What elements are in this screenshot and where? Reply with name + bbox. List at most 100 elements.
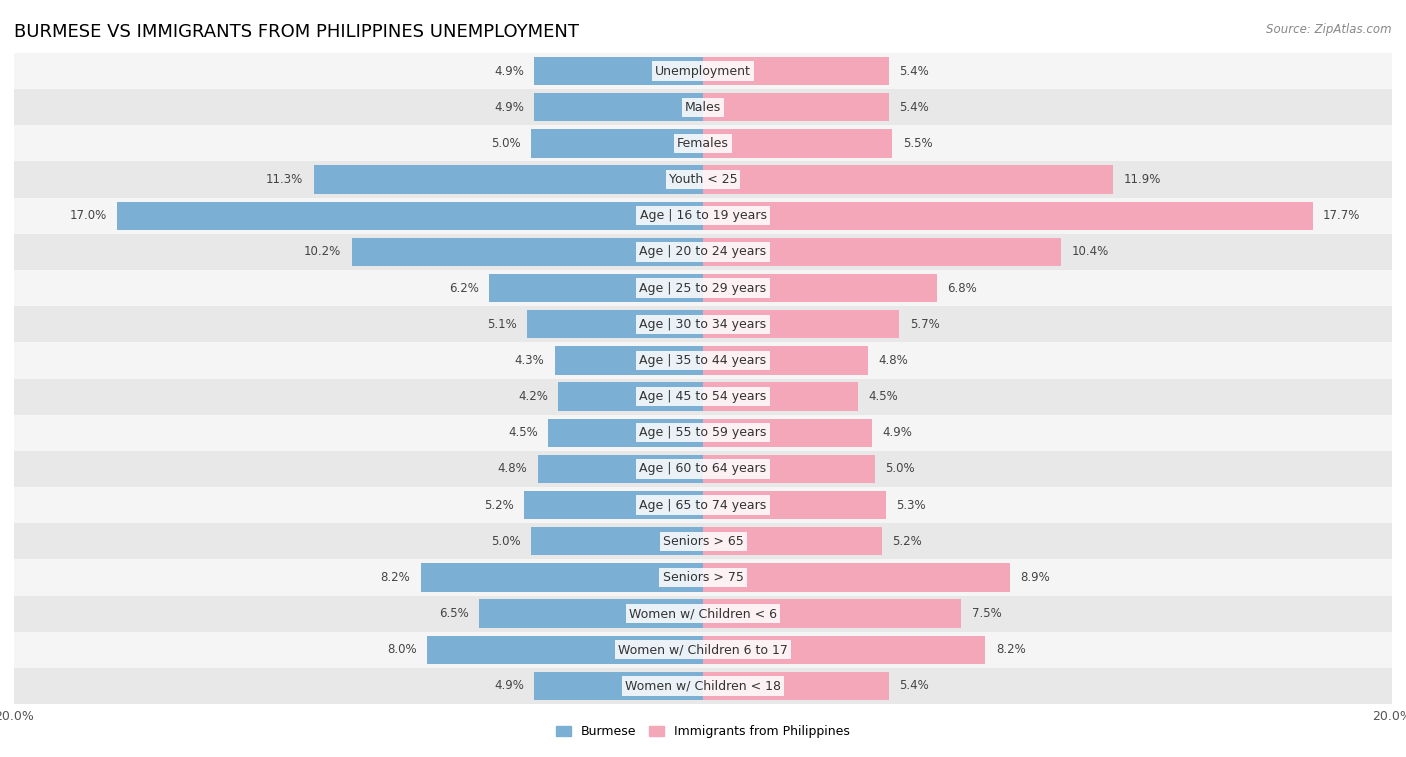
Bar	[14, 487, 1392, 523]
Text: 5.0%: 5.0%	[886, 463, 915, 475]
Text: Age | 35 to 44 years: Age | 35 to 44 years	[640, 354, 766, 367]
Text: 17.0%: 17.0%	[70, 209, 107, 223]
Bar	[534, 671, 703, 700]
Text: 4.8%: 4.8%	[879, 354, 908, 367]
Bar	[703, 129, 893, 157]
Bar	[534, 93, 703, 121]
Text: Age | 45 to 54 years: Age | 45 to 54 years	[640, 390, 766, 403]
Text: 5.5%: 5.5%	[903, 137, 932, 150]
Bar	[703, 346, 869, 375]
Bar	[14, 668, 1392, 704]
Text: 5.4%: 5.4%	[900, 101, 929, 114]
Bar	[117, 201, 703, 230]
Text: 5.3%: 5.3%	[896, 499, 925, 512]
Text: 4.2%: 4.2%	[519, 390, 548, 403]
Bar	[14, 306, 1392, 342]
Bar	[14, 198, 1392, 234]
Text: BURMESE VS IMMIGRANTS FROM PHILIPPINES UNEMPLOYMENT: BURMESE VS IMMIGRANTS FROM PHILIPPINES U…	[14, 23, 579, 41]
Bar	[531, 527, 703, 556]
Text: 5.0%: 5.0%	[491, 534, 520, 548]
Text: Age | 16 to 19 years: Age | 16 to 19 years	[640, 209, 766, 223]
Bar	[703, 419, 872, 447]
Text: 6.2%: 6.2%	[450, 282, 479, 294]
Text: 4.5%: 4.5%	[869, 390, 898, 403]
Bar	[14, 53, 1392, 89]
Bar	[548, 419, 703, 447]
Bar	[527, 310, 703, 338]
Bar	[14, 234, 1392, 270]
Text: Seniors > 75: Seniors > 75	[662, 571, 744, 584]
Bar	[314, 166, 703, 194]
Bar	[14, 451, 1392, 487]
Text: Women w/ Children < 6: Women w/ Children < 6	[628, 607, 778, 620]
Bar	[703, 563, 1010, 591]
Text: Age | 55 to 59 years: Age | 55 to 59 years	[640, 426, 766, 439]
Text: 4.8%: 4.8%	[498, 463, 527, 475]
Text: Source: ZipAtlas.com: Source: ZipAtlas.com	[1267, 23, 1392, 36]
Text: 5.4%: 5.4%	[900, 64, 929, 77]
Text: 8.0%: 8.0%	[388, 643, 418, 656]
Bar	[703, 238, 1062, 266]
Text: 6.5%: 6.5%	[439, 607, 468, 620]
Text: Males: Males	[685, 101, 721, 114]
Bar	[479, 600, 703, 628]
Bar	[703, 57, 889, 86]
Bar	[703, 491, 886, 519]
Bar	[14, 270, 1392, 306]
Bar	[703, 382, 858, 411]
Legend: Burmese, Immigrants from Philippines: Burmese, Immigrants from Philippines	[551, 721, 855, 743]
Bar	[524, 491, 703, 519]
Bar	[555, 346, 703, 375]
Bar	[427, 636, 703, 664]
Text: 5.1%: 5.1%	[488, 318, 517, 331]
Text: Women w/ Children < 18: Women w/ Children < 18	[626, 680, 780, 693]
Text: 4.9%: 4.9%	[494, 64, 524, 77]
Bar	[703, 310, 900, 338]
Text: Age | 60 to 64 years: Age | 60 to 64 years	[640, 463, 766, 475]
Text: Seniors > 65: Seniors > 65	[662, 534, 744, 548]
Bar	[14, 161, 1392, 198]
Text: 8.2%: 8.2%	[381, 571, 411, 584]
Text: 10.4%: 10.4%	[1071, 245, 1109, 258]
Bar	[14, 523, 1392, 559]
Text: 5.0%: 5.0%	[491, 137, 520, 150]
Text: Age | 65 to 74 years: Age | 65 to 74 years	[640, 499, 766, 512]
Bar	[14, 378, 1392, 415]
Bar	[531, 129, 703, 157]
Bar	[489, 274, 703, 302]
Text: 4.9%: 4.9%	[494, 680, 524, 693]
Bar	[14, 89, 1392, 126]
Text: Females: Females	[678, 137, 728, 150]
Text: 6.8%: 6.8%	[948, 282, 977, 294]
Text: 8.9%: 8.9%	[1019, 571, 1050, 584]
Bar	[703, 600, 962, 628]
Bar	[703, 166, 1114, 194]
Bar	[703, 527, 882, 556]
Bar	[703, 201, 1313, 230]
Bar	[703, 93, 889, 121]
Bar	[703, 636, 986, 664]
Text: 8.2%: 8.2%	[995, 643, 1025, 656]
Text: Age | 20 to 24 years: Age | 20 to 24 years	[640, 245, 766, 258]
Bar	[14, 126, 1392, 161]
Text: 10.2%: 10.2%	[304, 245, 342, 258]
Bar	[14, 596, 1392, 631]
Text: 11.9%: 11.9%	[1123, 173, 1160, 186]
Bar	[537, 455, 703, 483]
Bar	[14, 342, 1392, 378]
Bar	[352, 238, 703, 266]
Bar	[703, 671, 889, 700]
Text: 4.9%: 4.9%	[882, 426, 912, 439]
Bar	[14, 631, 1392, 668]
Bar	[703, 455, 875, 483]
Bar	[558, 382, 703, 411]
Text: Age | 30 to 34 years: Age | 30 to 34 years	[640, 318, 766, 331]
Text: Women w/ Children 6 to 17: Women w/ Children 6 to 17	[619, 643, 787, 656]
Text: Unemployment: Unemployment	[655, 64, 751, 77]
Bar	[703, 274, 938, 302]
Text: 17.7%: 17.7%	[1323, 209, 1361, 223]
Text: 5.7%: 5.7%	[910, 318, 939, 331]
Text: Age | 25 to 29 years: Age | 25 to 29 years	[640, 282, 766, 294]
Text: 7.5%: 7.5%	[972, 607, 1001, 620]
Text: 5.2%: 5.2%	[484, 499, 513, 512]
